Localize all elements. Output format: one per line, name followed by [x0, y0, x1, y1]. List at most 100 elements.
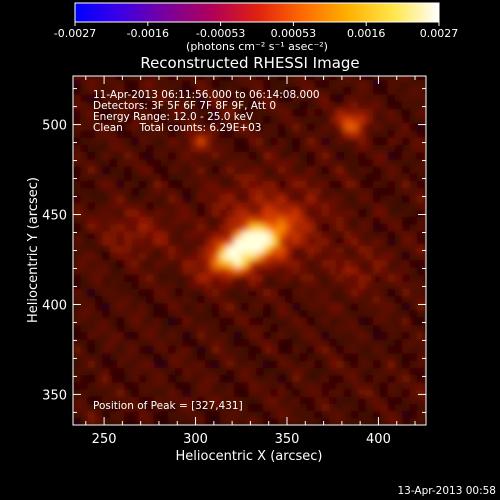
heatmap-cell — [336, 410, 345, 419]
heatmap-cell — [263, 317, 272, 325]
heatmap-cell — [182, 79, 191, 88]
heatmap-cell — [160, 76, 169, 81]
heatmap-cell — [146, 108, 155, 117]
heatmap-cell — [373, 381, 381, 390]
heatmap-cell — [358, 79, 367, 88]
heatmap-cell — [314, 209, 323, 217]
heatmap-cell — [358, 360, 367, 368]
heatmap-cell — [358, 374, 367, 383]
heatmap-cell — [329, 209, 337, 217]
heatmap-cell — [182, 403, 191, 412]
heatmap-cell — [277, 302, 286, 311]
heatmap-cell — [402, 331, 411, 340]
heatmap-cell — [248, 76, 257, 81]
heatmap-cell — [116, 158, 125, 167]
heatmap-cell — [109, 158, 118, 167]
heatmap-cell — [351, 115, 359, 124]
heatmap-cell — [197, 76, 206, 81]
heatmap-cell — [292, 158, 301, 167]
heatmap-cell — [402, 417, 411, 425]
heatmap-cell — [80, 288, 89, 297]
heatmap-cell — [270, 345, 279, 354]
heatmap-cell — [416, 216, 425, 225]
heatmap-cell — [131, 403, 140, 412]
heatmap-cell — [387, 122, 396, 131]
heatmap-cell — [204, 122, 213, 131]
heatmap-cell — [424, 374, 426, 383]
heatmap-cell — [314, 259, 323, 268]
heatmap-cell — [343, 374, 352, 383]
heatmap-cell — [394, 122, 403, 131]
heatmap-cell — [387, 216, 396, 225]
heatmap-cell — [285, 417, 294, 425]
heatmap-cell — [190, 201, 198, 210]
heatmap-cell — [380, 209, 389, 217]
heatmap-cell — [394, 151, 403, 160]
heatmap-cell — [365, 381, 374, 390]
heatmap-cell — [343, 201, 352, 210]
heatmap-cell — [314, 331, 323, 340]
heatmap-cell — [234, 115, 242, 124]
heatmap-cell — [131, 338, 140, 347]
heatmap-cell — [336, 345, 345, 354]
heatmap-cell — [394, 216, 403, 225]
heatmap-cell — [87, 108, 96, 117]
heatmap-cell — [255, 389, 264, 397]
heatmap-cell — [160, 216, 169, 225]
heatmap-cell — [380, 165, 389, 174]
heatmap-cell — [73, 108, 81, 117]
heatmap-cell — [307, 245, 315, 253]
heatmap-cell — [402, 194, 411, 203]
heatmap-cell — [292, 410, 301, 419]
heatmap-cell — [343, 273, 352, 282]
heatmap-cell — [80, 115, 89, 124]
heatmap-cell — [358, 209, 367, 217]
heatmap-cell — [80, 180, 89, 189]
heatmap-cell — [424, 281, 426, 289]
heatmap-cell — [365, 101, 374, 109]
heatmap-cell — [314, 237, 323, 246]
heatmap-cell — [351, 309, 359, 318]
heatmap-cell — [329, 216, 337, 225]
heatmap-cell — [343, 245, 352, 253]
heatmap-cell — [124, 158, 133, 167]
heatmap-cell — [343, 353, 352, 361]
heatmap-cell — [343, 187, 352, 196]
heatmap-cell — [109, 360, 118, 368]
heatmap-cell — [94, 317, 103, 325]
heatmap-cell — [124, 76, 133, 81]
heatmap-cell — [285, 209, 294, 217]
heatmap-cell — [321, 86, 330, 95]
heatmap-cell — [212, 266, 220, 275]
heatmap-cell — [263, 165, 272, 174]
heatmap-cell — [94, 331, 103, 340]
heatmap-cell — [197, 137, 206, 145]
heatmap-cell — [146, 288, 155, 297]
heatmap-cell — [343, 403, 352, 412]
heatmap-cell — [321, 79, 330, 88]
heatmap-cell — [190, 331, 198, 340]
heatmap-cell — [87, 216, 96, 225]
heatmap-cell — [116, 374, 125, 383]
heatmap-cell — [175, 331, 184, 340]
heatmap-cell — [219, 374, 228, 383]
heatmap-cell — [102, 345, 111, 354]
heatmap-cell — [424, 187, 426, 196]
heatmap-cell — [380, 180, 389, 189]
heatmap-cell — [248, 180, 257, 189]
heatmap-cell — [402, 295, 411, 304]
heatmap-cell — [343, 381, 352, 390]
heatmap-cell — [182, 295, 191, 304]
heatmap-cell — [109, 396, 118, 404]
heatmap-cell — [234, 302, 242, 311]
heatmap-cell — [116, 324, 125, 333]
heatmap-cell — [73, 374, 81, 383]
heatmap-cell — [197, 281, 206, 289]
heatmap-cell — [182, 396, 191, 404]
heatmap-cell — [80, 230, 89, 239]
heatmap-cell — [197, 122, 206, 131]
heatmap-cell — [409, 302, 418, 311]
heatmap-cell — [87, 302, 96, 311]
heatmap-cell — [387, 144, 396, 153]
